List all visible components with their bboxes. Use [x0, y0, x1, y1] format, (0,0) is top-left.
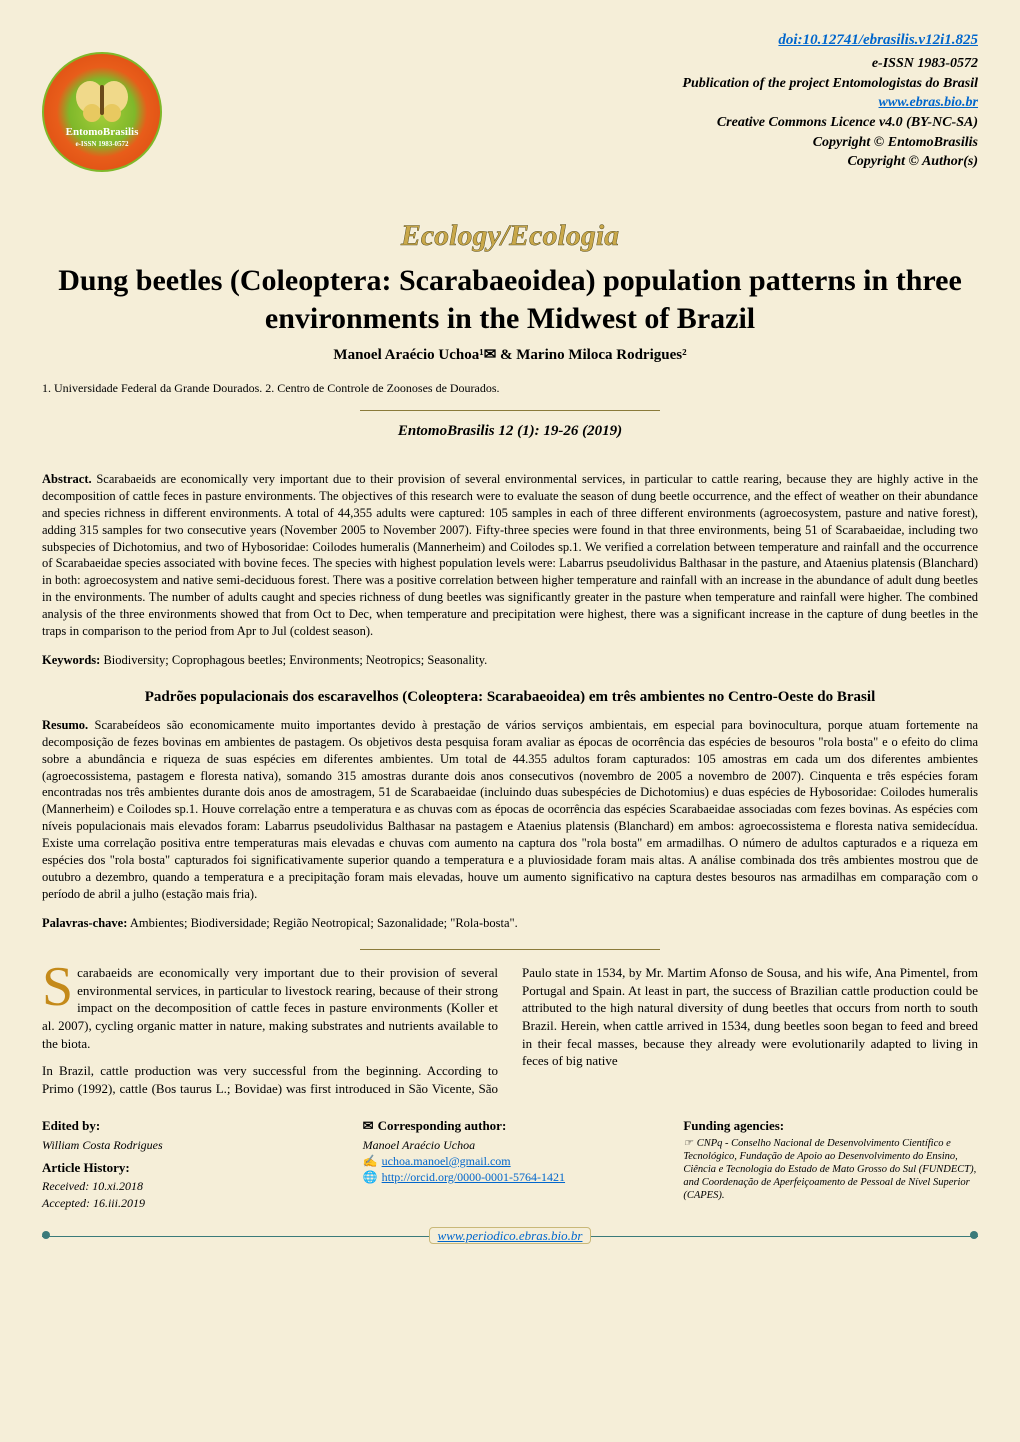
keywords-en-text: Biodiversity; Coprophagous beetles; Envi… [103, 653, 487, 667]
doi-anchor[interactable]: doi:10.12741/ebrasilis.v12i1.825 [778, 32, 978, 48]
periodical-link[interactable]: www.periodico.ebras.bio.br [438, 1228, 583, 1243]
butterfly-icon [72, 75, 132, 123]
footer-col-edited: Edited by: William Costa Rodrigues Artic… [42, 1117, 337, 1211]
doi-link: doi:10.12741/ebrasilis.v12i1.825 [42, 30, 978, 50]
title-pt: Padrões populacionais dos escaravelhos (… [42, 687, 978, 707]
keywords-en-label: Keywords: [42, 653, 100, 667]
divider-mid [360, 949, 660, 950]
body-para1: carabaeids are economically very importa… [42, 965, 498, 1050]
footer-col-corresponding: ✉ Corresponding author: Manoel Araécio Uc… [363, 1117, 658, 1185]
hand-icon: ☞ [683, 1137, 692, 1149]
footer-col-funding: Funding agencies: ☞CNPq - Conselho Nacio… [683, 1117, 978, 1202]
copyright-journal: Copyright © EntomoBrasilis [42, 133, 978, 153]
copyright-authors: Copyright © Author(s) [42, 152, 978, 172]
eissn-text: e-ISSN 1983-0572 [42, 54, 978, 74]
logo-main-text: EntomoBrasilis [66, 125, 139, 140]
history-label: Article History: [42, 1159, 337, 1177]
project-text: Publication of the project Entomologista… [42, 74, 978, 94]
rail-dot-left [42, 1231, 50, 1239]
abstract-en: Abstract. Scarabaeids are economically v… [42, 471, 978, 640]
journal-meta-block: e-ISSN 1983-0572 Publication of the proj… [42, 54, 978, 172]
journal-logo: EntomoBrasilis e-ISSN 1983-0572 [42, 52, 162, 172]
keywords-pt-label: Palavras-chave: [42, 916, 127, 930]
divider-top [360, 410, 660, 411]
abstract-pt: Resumo. Scarabeídeos são economicamente … [42, 717, 978, 903]
section-header: Ecology/Ecologia [42, 216, 978, 257]
funding-label: Funding agencies: [683, 1117, 978, 1135]
body-text: Scarabaeids are economically very import… [42, 964, 978, 1097]
authors-line: Manoel Araécio Uchoa¹✉ & Marino Miloca R… [42, 345, 978, 365]
dropcap: S [42, 964, 77, 1012]
corr-label: Corresponding author: [378, 1118, 507, 1133]
affiliations: 1. Universidade Federal da Grande Dourad… [42, 380, 978, 396]
rail-dot-right [970, 1231, 978, 1239]
globe-icon: 🌐 [363, 1170, 378, 1184]
logo-sub-text: e-ISSN 1983-0572 [75, 140, 128, 149]
edited-by-name: William Costa Rodrigues [42, 1137, 337, 1153]
corr-email-link[interactable]: uchoa.manoel@gmail.com [382, 1154, 511, 1168]
received-date: Received: 10.xi.2018 [42, 1178, 337, 1194]
pointer-icon: ✍ [363, 1154, 378, 1168]
journal-site-link[interactable]: www.ebras.bio.br [879, 95, 978, 110]
corr-orcid-link[interactable]: http://orcid.org/0000-0001-5764-1421 [382, 1170, 565, 1184]
bottom-url-bar: www.periodico.ebras.bio.br [42, 1227, 978, 1245]
keywords-pt: Palavras-chave: Ambientes; Biodiversidad… [42, 915, 978, 932]
funding-text: CNPq - Conselho Nacional de Desenvolvime… [683, 1138, 976, 1202]
abstract-pt-label: Resumo. [42, 718, 88, 732]
keywords-pt-text: Ambientes; Biodiversidade; Região Neotro… [130, 916, 518, 930]
corr-name: Manoel Araécio Uchoa [363, 1137, 658, 1153]
abstract-pt-text: Scarabeídeos são economicamente muito im… [42, 718, 978, 901]
licence-text: Creative Commons Licence v4.0 (BY-NC-SA) [42, 113, 978, 133]
edited-by-label: Edited by: [42, 1117, 337, 1135]
article-footer: Edited by: William Costa Rodrigues Artic… [42, 1117, 978, 1211]
keywords-en: Keywords: Biodiversity; Coprophagous bee… [42, 652, 978, 669]
abstract-en-text: Scarabaeids are economically very import… [42, 472, 978, 638]
abstract-en-label: Abstract. [42, 472, 92, 486]
mail-icon: ✉ [363, 1118, 374, 1133]
article-title: Dung beetles (Coleoptera: Scarabaeoidea)… [42, 262, 978, 337]
accepted-date: Accepted: 16.iii.2019 [42, 1195, 337, 1211]
citation-line: EntomoBrasilis 12 (1): 19-26 (2019) [42, 421, 978, 441]
